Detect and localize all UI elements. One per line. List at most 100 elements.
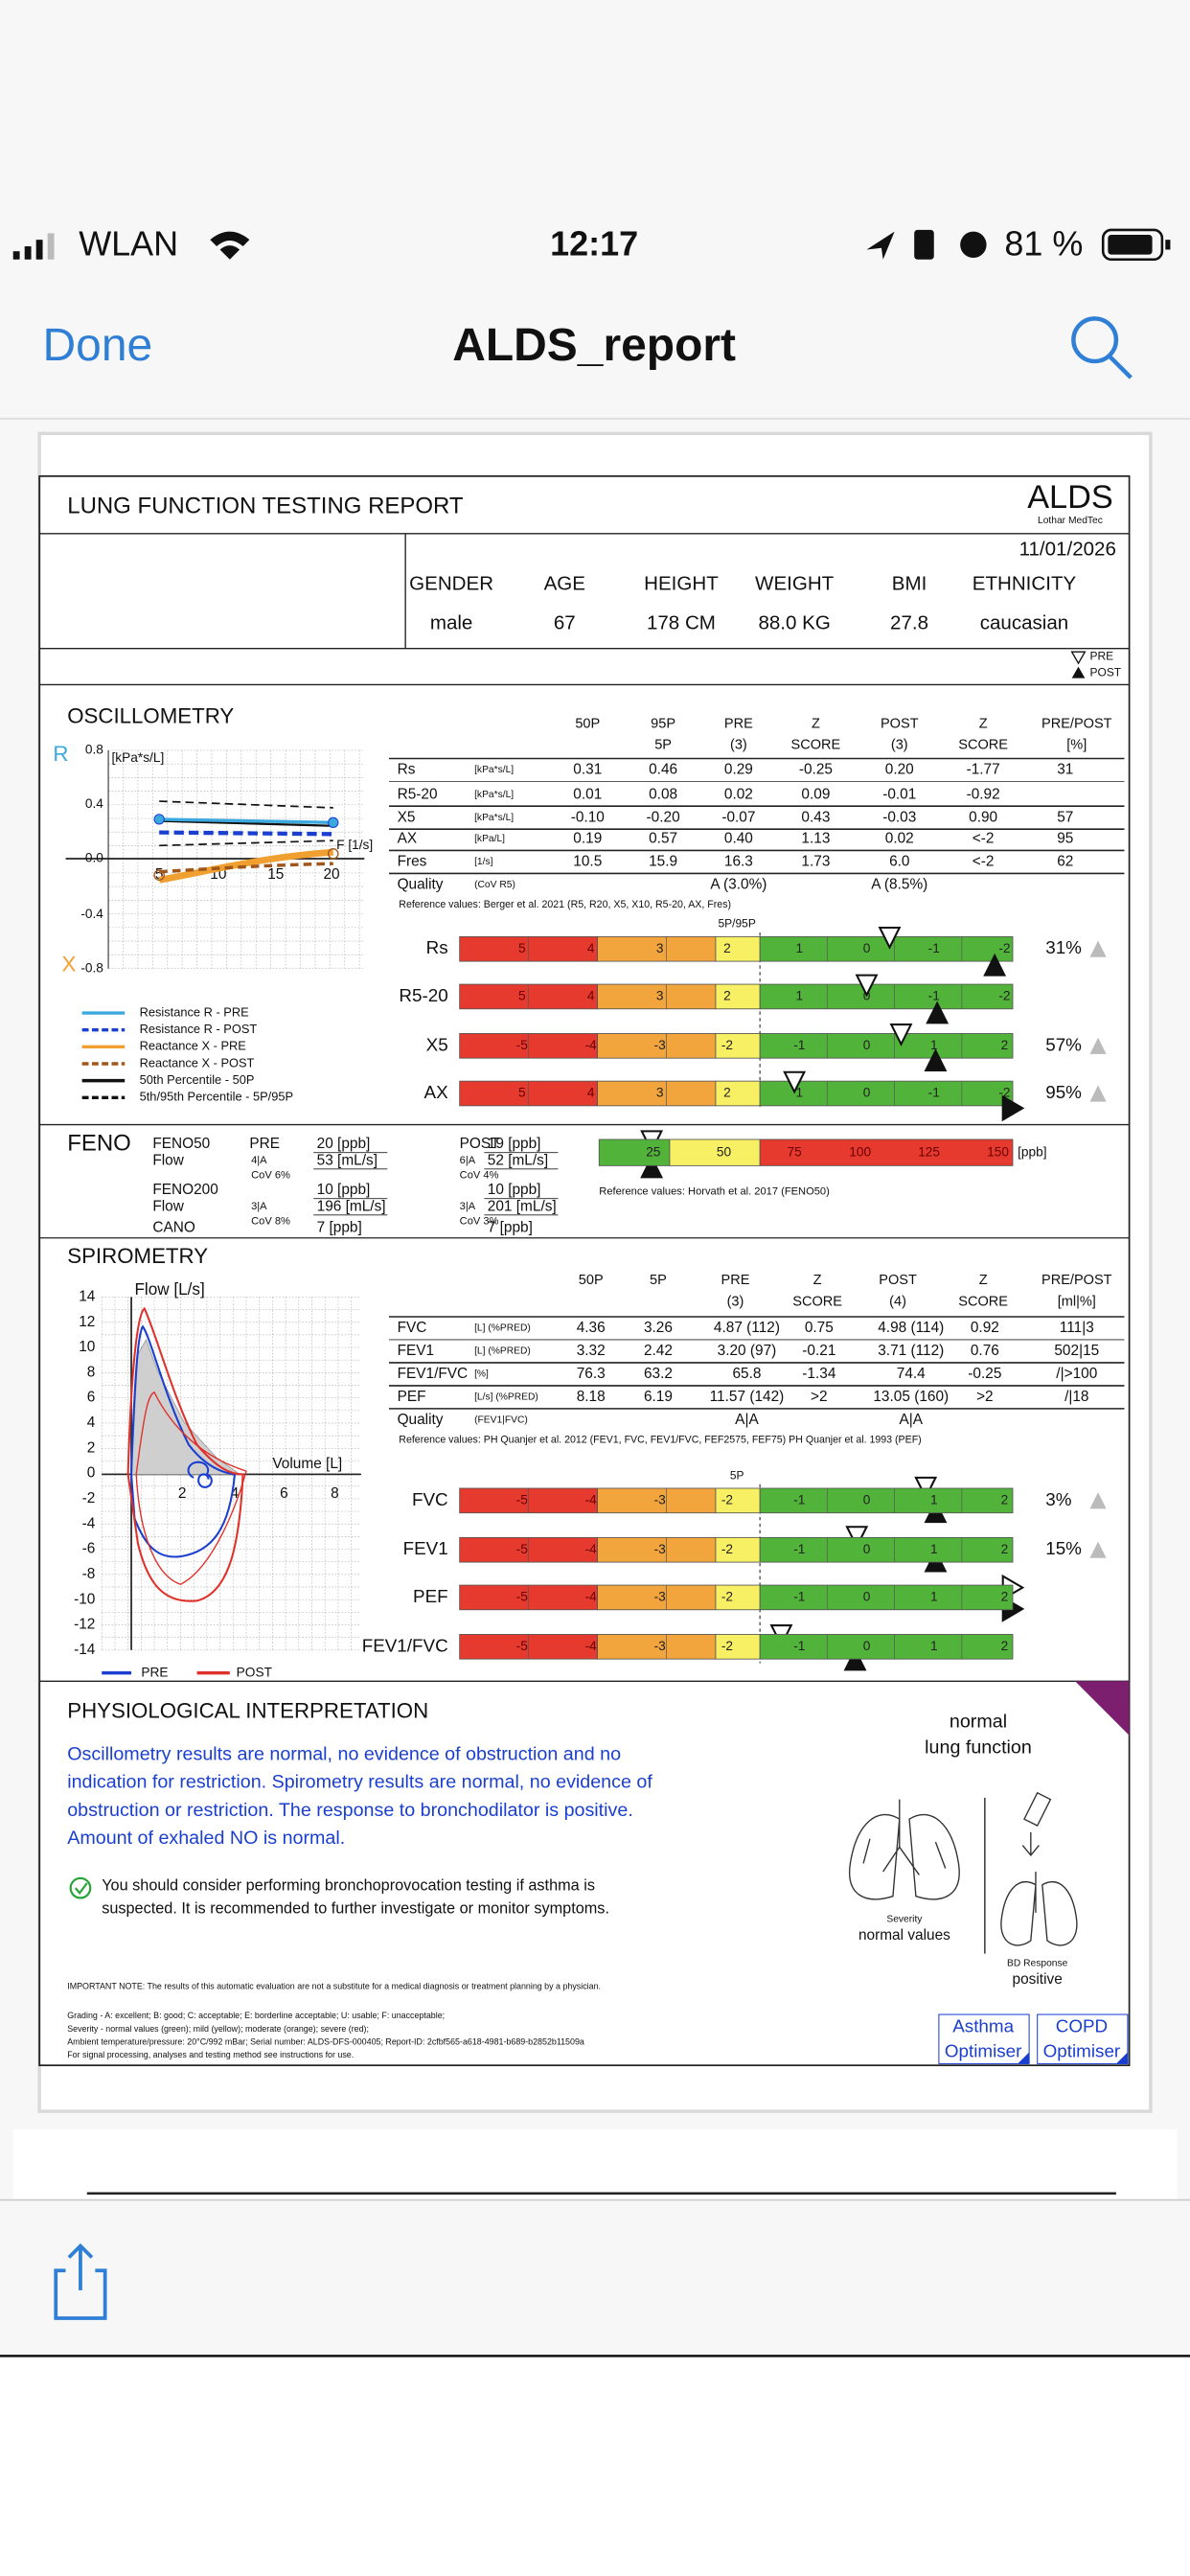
table-cell: 3.26 bbox=[644, 1320, 673, 1336]
zscore-scale: 1 bbox=[930, 1639, 938, 1653]
inhaler-icon bbox=[1021, 1791, 1052, 1856]
table-cell: -0.25 bbox=[799, 762, 833, 778]
pre-marker bbox=[878, 926, 902, 950]
table-cell: 0.40 bbox=[724, 831, 753, 847]
footer-line: For signal processing, analyses and test… bbox=[67, 2050, 354, 2059]
optimiser-button[interactable] bbox=[938, 2013, 1030, 2064]
zscore-label: FVC bbox=[412, 1489, 448, 1509]
zscore-scale: 2 bbox=[1001, 1492, 1009, 1506]
zscore-label: FEV1/FVC bbox=[362, 1635, 448, 1655]
table-cell: 74.4 bbox=[897, 1366, 926, 1382]
share-box bbox=[54, 2268, 107, 2320]
patient-header: HEIGHT bbox=[644, 572, 719, 594]
legend-label: Reactance X - POST bbox=[140, 1055, 255, 1070]
y-tick-label: -6 bbox=[82, 1541, 96, 1557]
search-button[interactable] bbox=[1071, 316, 1133, 380]
zscore-scale: -2 bbox=[721, 1542, 733, 1556]
zscore-scale: -2 bbox=[998, 989, 1010, 1003]
post-loop-2 bbox=[135, 1391, 247, 1585]
x-point bbox=[153, 869, 165, 881]
table-cell: 11.57 (142) bbox=[710, 1389, 785, 1405]
zscore-scale: -2 bbox=[721, 1492, 733, 1506]
table-cell: -0.21 bbox=[802, 1343, 835, 1359]
button-label[interactable]: Optimiser bbox=[945, 2040, 1022, 2060]
table-cell: 2.42 bbox=[644, 1343, 673, 1359]
table-header: PRE/POST bbox=[1041, 1273, 1112, 1288]
zscore-scale: 2 bbox=[1001, 1590, 1009, 1604]
summary-line: obstruction or restriction. The response… bbox=[67, 1800, 633, 1821]
button-label[interactable]: COPD bbox=[1056, 2016, 1108, 2036]
table-cell: 0.43 bbox=[801, 809, 830, 825]
done-button[interactable]: Done bbox=[43, 320, 153, 371]
table-header: Z bbox=[979, 716, 988, 731]
row-name: FEV1/FVC bbox=[398, 1366, 469, 1382]
feno-cov: CoV 3% bbox=[460, 1216, 499, 1228]
section-title: FENO bbox=[67, 1130, 131, 1156]
table-header: Z bbox=[812, 716, 820, 731]
important-note: IMPORTANT NOTE: The results of this auto… bbox=[67, 1981, 601, 1990]
optimiser-button[interactable] bbox=[1037, 2013, 1129, 2064]
zscore-band bbox=[597, 1536, 717, 1563]
pre-spiral bbox=[187, 1460, 213, 1488]
table-header: [%] bbox=[1066, 738, 1087, 753]
table-cell: 0.29 bbox=[724, 762, 753, 778]
table-cell: 16.3 bbox=[724, 854, 753, 870]
lungs-small-icon bbox=[1000, 1872, 1078, 1946]
share-button[interactable] bbox=[54, 2242, 107, 2320]
zscore-scale: 2 bbox=[723, 941, 731, 955]
quality-pre: A (3.0%) bbox=[710, 877, 767, 893]
x-tick-label: 2 bbox=[178, 1485, 187, 1502]
button-label[interactable]: Asthma bbox=[952, 2016, 1014, 2036]
table-cell: 4.87 (112) bbox=[714, 1320, 780, 1336]
feno-flow: 52 [mL/s] bbox=[488, 1152, 548, 1168]
p5-line bbox=[159, 840, 333, 847]
zscore-scale: -4 bbox=[585, 1590, 598, 1604]
zscore-scale: -2 bbox=[721, 1639, 733, 1653]
zscore-band bbox=[759, 1536, 1014, 1563]
table-header: PRE bbox=[721, 1273, 750, 1288]
y-tick-label: -4 bbox=[82, 1515, 96, 1531]
feno-scale: 25 bbox=[646, 1144, 661, 1159]
row-unit: [L] (%PRED) bbox=[474, 1323, 531, 1334]
severity-label: Severity bbox=[886, 1914, 923, 1924]
legend-label: PRE bbox=[141, 1665, 168, 1679]
zscore-scale: 4 bbox=[587, 941, 595, 955]
quality-post: A (8.5%) bbox=[871, 877, 927, 893]
pre-marker bbox=[914, 1476, 938, 1500]
zscore-band bbox=[715, 1584, 761, 1611]
zscore-scale: 1 bbox=[795, 941, 803, 955]
button-label[interactable]: Optimiser bbox=[1043, 2040, 1121, 2060]
zscore-scale: -2 bbox=[998, 1086, 1010, 1100]
bd-percent: 57% bbox=[1045, 1034, 1082, 1054]
row-name: FVC bbox=[398, 1320, 427, 1336]
feno-scale: 150 bbox=[987, 1144, 1009, 1159]
reference: Reference values: PH Quanjer et al. 2012… bbox=[399, 1434, 921, 1445]
legend-post: POST bbox=[1090, 666, 1122, 679]
check-icon bbox=[69, 1876, 92, 1899]
zscore-scale: -5 bbox=[516, 1492, 529, 1506]
table-header: SCORE bbox=[958, 1294, 1008, 1309]
share-arrow bbox=[67, 2242, 94, 2290]
table-cell: >2 bbox=[811, 1389, 828, 1405]
post-marker bbox=[924, 1048, 948, 1072]
y-tick-label: -0.4 bbox=[80, 907, 103, 921]
quality-pre: A|A bbox=[735, 1412, 759, 1428]
table-cell: -0.07 bbox=[721, 809, 755, 825]
y-tick-label: -8 bbox=[82, 1566, 96, 1582]
table-cell: 57 bbox=[1057, 809, 1073, 825]
y-tick-label: 6 bbox=[87, 1390, 96, 1406]
table-cell: 8.18 bbox=[577, 1389, 606, 1405]
status: normal bbox=[950, 1711, 1007, 1732]
zscore-scale: 5 bbox=[518, 941, 526, 955]
row-unit: [kPa*s/L] bbox=[474, 813, 514, 823]
zscore-band bbox=[715, 1634, 761, 1660]
bd-percent: 3% bbox=[1045, 1489, 1071, 1509]
battery-outline bbox=[1101, 228, 1164, 262]
nav-title: ALDS_report bbox=[452, 320, 736, 371]
table-cell: -0.01 bbox=[882, 786, 916, 802]
report-title: LUNG FUNCTION TESTING REPORT bbox=[67, 494, 464, 519]
summary-line: indication for restriction. Spirometry r… bbox=[67, 1772, 652, 1793]
y-tick-label: 2 bbox=[87, 1439, 96, 1456]
